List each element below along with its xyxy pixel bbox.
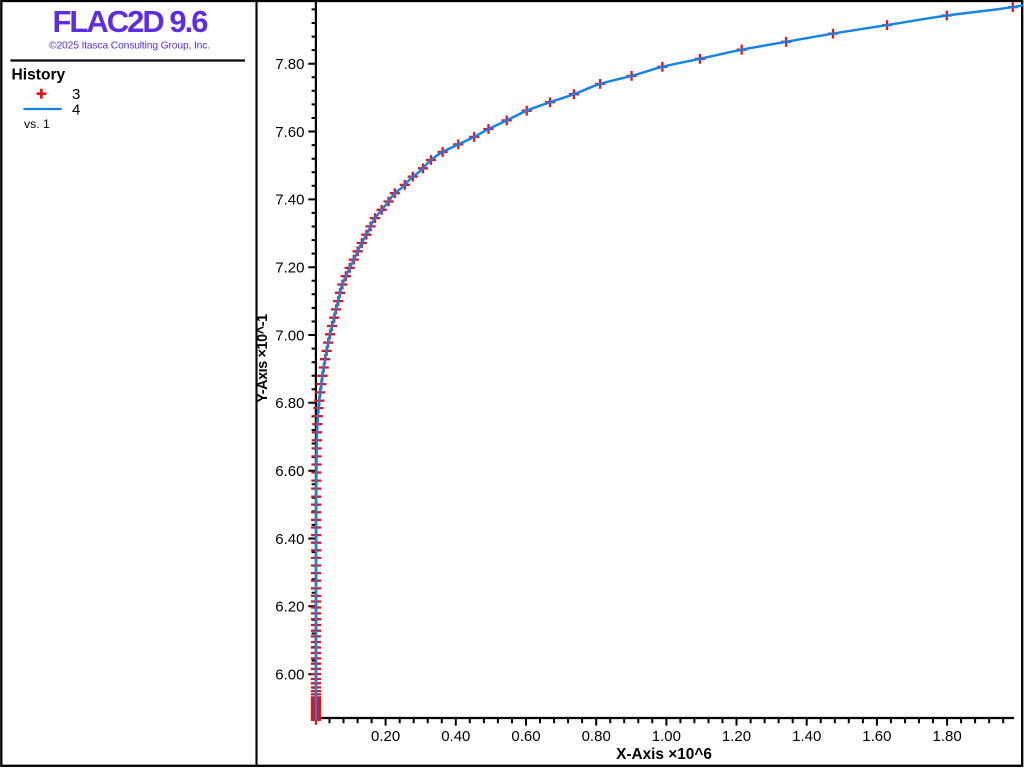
svg-text:0.20: 0.20: [371, 728, 400, 745]
svg-text:7.20: 7.20: [275, 260, 304, 277]
svg-text:6.00: 6.00: [275, 667, 304, 684]
svg-text:0.80: 0.80: [582, 728, 611, 745]
svg-text:History: History: [12, 67, 66, 84]
svg-text:1.40: 1.40: [792, 728, 821, 745]
svg-text:7.00: 7.00: [275, 327, 304, 344]
svg-text:7.60: 7.60: [275, 124, 304, 141]
svg-text:6.80: 6.80: [275, 395, 304, 412]
svg-text:vs. 1: vs. 1: [24, 117, 50, 131]
svg-text:FLAC2D 9.6: FLAC2D 9.6: [53, 4, 209, 39]
svg-text:0.40: 0.40: [441, 728, 470, 745]
svg-text:0.60: 0.60: [511, 728, 540, 745]
svg-text:1.00: 1.00: [652, 728, 681, 745]
svg-text:6.60: 6.60: [275, 463, 304, 480]
svg-text:Y-Axis ×10^-1: Y-Axis ×10^-1: [255, 314, 271, 403]
svg-text:6.20: 6.20: [275, 599, 304, 616]
svg-text:3: 3: [72, 86, 80, 103]
svg-text:1.20: 1.20: [722, 728, 751, 745]
svg-text:X-Axis ×10^6: X-Axis ×10^6: [616, 746, 712, 763]
svg-text:6.40: 6.40: [275, 531, 304, 548]
svg-text:1.80: 1.80: [932, 728, 961, 745]
svg-text:4: 4: [72, 101, 80, 118]
svg-text:©2025 Itasca Consulting Group,: ©2025 Itasca Consulting Group, Inc.: [49, 40, 210, 51]
svg-text:7.40: 7.40: [275, 192, 304, 209]
svg-text:1.60: 1.60: [862, 728, 891, 745]
svg-text:7.80: 7.80: [275, 56, 304, 73]
